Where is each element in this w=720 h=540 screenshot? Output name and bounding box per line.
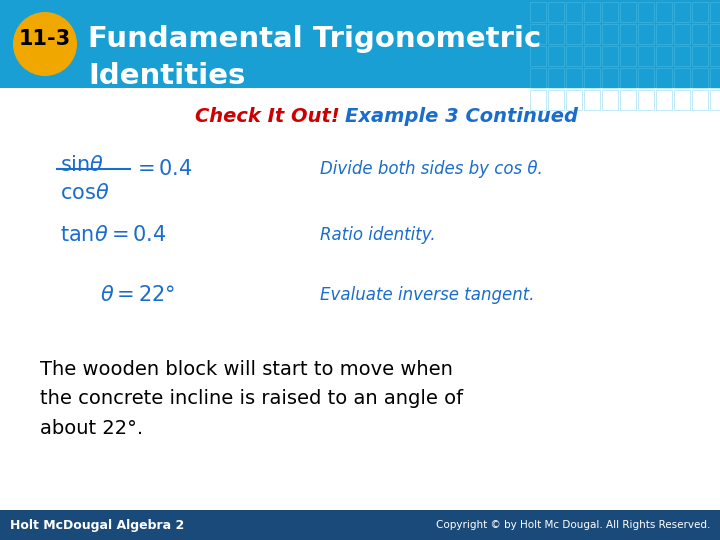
- Text: The wooden block will start to move when
the concrete incline is raised to an an: The wooden block will start to move when…: [40, 360, 463, 438]
- Text: Example 3 Continued: Example 3 Continued: [345, 107, 578, 126]
- Text: 11-3: 11-3: [19, 29, 71, 49]
- Text: Holt McDougal Algebra 2: Holt McDougal Algebra 2: [10, 518, 184, 531]
- Text: Identities: Identities: [88, 62, 246, 90]
- FancyBboxPatch shape: [0, 510, 720, 540]
- Circle shape: [13, 12, 77, 76]
- Text: Evaluate inverse tangent.: Evaluate inverse tangent.: [320, 286, 534, 304]
- Text: $= 0.4$: $= 0.4$: [133, 159, 193, 179]
- Text: Divide both sides by cos θ.: Divide both sides by cos θ.: [320, 160, 543, 178]
- Text: $\sin\!\theta$: $\sin\!\theta$: [60, 155, 104, 175]
- Text: Check It Out!: Check It Out!: [195, 107, 340, 126]
- Text: Copyright © by Holt Mc Dougal. All Rights Reserved.: Copyright © by Holt Mc Dougal. All Right…: [436, 520, 710, 530]
- FancyBboxPatch shape: [0, 0, 720, 88]
- Text: $\cos\!\theta$: $\cos\!\theta$: [60, 183, 109, 203]
- Text: $\tan\!\theta = 0.4$: $\tan\!\theta = 0.4$: [60, 225, 166, 245]
- Text: Ratio identity.: Ratio identity.: [320, 226, 436, 244]
- Text: $\theta = 22°$: $\theta = 22°$: [100, 285, 176, 305]
- Text: Fundamental Trigonometric: Fundamental Trigonometric: [88, 25, 541, 53]
